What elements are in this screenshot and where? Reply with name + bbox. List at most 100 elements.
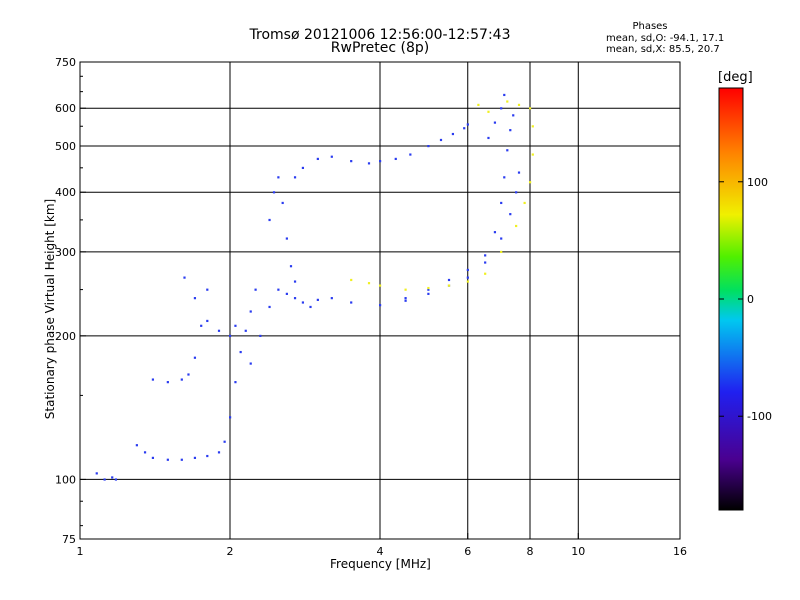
data-point-O bbox=[293, 176, 297, 179]
data-point-O bbox=[249, 362, 252, 365]
data-point-O bbox=[404, 297, 407, 300]
y-axis-label: Stationary phase Virtual Height [km] bbox=[43, 198, 57, 420]
data-point-X bbox=[484, 272, 487, 275]
data-point-O bbox=[293, 297, 297, 300]
data-point-O bbox=[143, 451, 147, 454]
x-tick-label: 2 bbox=[227, 545, 234, 558]
data-point-O bbox=[330, 155, 333, 158]
data-point-O bbox=[244, 329, 247, 332]
y-tick-label: 300 bbox=[55, 246, 76, 259]
colorbar-tick-label: 0 bbox=[747, 293, 754, 306]
data-point-O bbox=[500, 237, 503, 240]
data-point-O bbox=[249, 310, 252, 313]
data-point-O bbox=[484, 261, 487, 264]
data-point-O bbox=[439, 138, 443, 142]
y-tick-label: 400 bbox=[55, 186, 76, 199]
data-point-X bbox=[477, 103, 480, 107]
data-point-O bbox=[180, 378, 183, 381]
data-point-O bbox=[500, 201, 503, 205]
data-point-X bbox=[515, 224, 518, 228]
data-point-O bbox=[111, 476, 114, 479]
data-point-O bbox=[515, 191, 518, 194]
phase-stats-x: mean, sd,X: 85.5, 20.7 bbox=[606, 44, 720, 55]
data-point-O bbox=[217, 451, 221, 454]
data-point-O bbox=[484, 254, 487, 257]
data-point-O bbox=[367, 162, 371, 165]
data-point-O bbox=[427, 288, 430, 291]
y-tick-label: 100 bbox=[55, 473, 76, 486]
data-point-O bbox=[277, 288, 280, 291]
data-point-O bbox=[466, 123, 469, 126]
data-point-X bbox=[529, 107, 532, 110]
data-point-O bbox=[309, 305, 312, 309]
y-tick-label: 75 bbox=[62, 533, 76, 546]
data-point-O bbox=[289, 265, 293, 268]
data-point-X bbox=[367, 282, 371, 285]
data-point-X bbox=[404, 288, 407, 291]
data-point-O bbox=[234, 324, 237, 327]
data-point-O bbox=[427, 144, 430, 148]
data-point-X bbox=[487, 110, 490, 113]
data-point-O bbox=[301, 166, 305, 170]
data-point-O bbox=[135, 444, 138, 447]
data-point-O bbox=[447, 278, 451, 282]
data-point-O bbox=[103, 478, 106, 481]
data-point-X bbox=[447, 284, 451, 287]
data-point-X bbox=[500, 250, 503, 254]
data-point-O bbox=[350, 301, 353, 304]
data-point-O bbox=[493, 121, 497, 124]
data-point-O bbox=[487, 136, 490, 140]
x-tick-label: 16 bbox=[673, 545, 687, 558]
data-point-O bbox=[114, 478, 118, 481]
x-tick-label: 6 bbox=[464, 545, 471, 558]
x-tick-label: 10 bbox=[571, 545, 585, 558]
x-tick-label: 8 bbox=[527, 545, 534, 558]
y-tick-label: 500 bbox=[55, 140, 76, 153]
data-point-O bbox=[427, 292, 430, 295]
data-point-X bbox=[523, 201, 526, 205]
data-point-O bbox=[281, 201, 284, 205]
data-point-O bbox=[350, 160, 353, 163]
data-point-X bbox=[531, 153, 534, 156]
data-point-O bbox=[151, 456, 155, 459]
data-point-O bbox=[223, 440, 226, 443]
data-point-O bbox=[259, 334, 262, 338]
data-point-O bbox=[285, 237, 288, 240]
chart-title: Tromsø 20121006 12:56:00-12:57:43 bbox=[249, 27, 511, 43]
x-tick-label: 1 bbox=[77, 545, 84, 558]
data-point-X bbox=[529, 181, 532, 184]
data-point-O bbox=[193, 456, 197, 459]
data-point-O bbox=[512, 114, 515, 117]
data-point-O bbox=[509, 129, 512, 132]
data-point-X bbox=[350, 278, 353, 282]
data-point-X bbox=[466, 280, 469, 283]
data-point-O bbox=[187, 373, 190, 376]
y-tick-label: 200 bbox=[55, 330, 76, 343]
data-point-O bbox=[193, 297, 197, 300]
data-point-O bbox=[217, 329, 221, 332]
data-point-O bbox=[166, 458, 169, 461]
data-point-O bbox=[268, 305, 271, 309]
data-point-X bbox=[427, 286, 430, 290]
data-point-O bbox=[206, 288, 209, 291]
data-point-O bbox=[330, 297, 333, 300]
data-point-O bbox=[229, 416, 232, 419]
data-point-O bbox=[466, 276, 469, 279]
y-tick-label: 600 bbox=[55, 102, 76, 115]
data-point-O bbox=[404, 299, 407, 302]
data-point-O bbox=[183, 276, 186, 279]
data-point-O bbox=[293, 280, 297, 283]
data-point-O bbox=[463, 127, 466, 130]
data-point-O bbox=[301, 301, 305, 304]
colorbar-tick-label: -100 bbox=[747, 410, 772, 423]
data-point-O bbox=[239, 350, 242, 354]
phase-stats-o: mean, sd,O: -94.1, 17.1 bbox=[606, 33, 725, 44]
data-point-O bbox=[379, 160, 382, 163]
data-point-X bbox=[506, 100, 509, 103]
data-point-O bbox=[503, 176, 506, 179]
data-point-O bbox=[180, 458, 183, 461]
data-point-O bbox=[151, 378, 155, 381]
data-point-O bbox=[379, 304, 382, 307]
data-point-O bbox=[503, 93, 506, 97]
